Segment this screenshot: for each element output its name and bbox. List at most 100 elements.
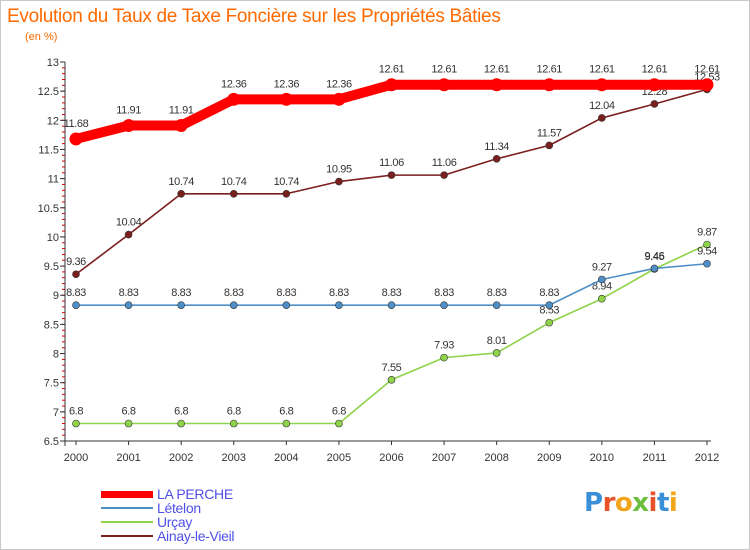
data-point — [385, 78, 398, 92]
data-point — [177, 301, 185, 309]
data-label: 8.83 — [434, 287, 454, 299]
data-label: 9.45 — [645, 251, 665, 263]
y-tick-label: 7 — [53, 407, 59, 419]
x-tick-label: 2009 — [537, 452, 561, 464]
data-point — [595, 78, 609, 92]
data-point — [387, 301, 396, 309]
data-label: 6.8 — [174, 406, 188, 418]
data-point — [440, 171, 448, 179]
legend-label: LA PERCHE — [157, 486, 233, 502]
x-tick-label: 2001 — [116, 452, 140, 464]
y-tick-label: 11 — [48, 174, 59, 186]
data-point — [72, 419, 80, 428]
data-point — [650, 264, 659, 273]
data-label: 10.74 — [221, 176, 247, 188]
x-tick-label: 2008 — [484, 452, 508, 464]
data-label: 8.94 — [592, 281, 612, 293]
logo-letter: r — [602, 488, 616, 518]
data-point — [387, 375, 396, 384]
data-point — [282, 301, 291, 309]
data-label: 8.83 — [539, 287, 559, 299]
data-point — [227, 92, 241, 106]
data-point — [542, 78, 556, 92]
logo-letter: x — [632, 488, 649, 518]
data-label: 11.91 — [169, 105, 194, 117]
data-label: 8.83 — [329, 287, 349, 299]
data-point — [229, 419, 238, 428]
data-point — [124, 419, 133, 428]
data-point — [177, 189, 185, 198]
legend-item-ainay-le-vieil: Ainay-le-Vieil — [101, 528, 235, 544]
data-label: 6.8 — [279, 406, 293, 418]
data-label: 6.8 — [122, 406, 136, 418]
x-tick-label: 2003 — [222, 452, 246, 464]
data-label: 12.61 — [536, 64, 562, 76]
logo-letter: t — [656, 488, 669, 518]
data-point — [229, 189, 238, 198]
proxiti-logo: Proxiti — [584, 488, 678, 518]
series-line-ur-ay — [75, 243, 708, 425]
x-tick-label: 2007 — [432, 452, 456, 464]
data-point — [700, 78, 714, 92]
data-point — [598, 114, 606, 122]
x-tick-label: 2000 — [64, 452, 88, 464]
y-tick-label: 9.5 — [44, 261, 59, 273]
x-tick-label: 2002 — [169, 452, 193, 464]
data-label: 12.61 — [589, 64, 615, 76]
y-tick-label: 12 — [47, 115, 59, 127]
data-label: 9.36 — [66, 256, 86, 268]
legend-item-urcay: Urçay — [101, 514, 234, 530]
legend-swatch — [101, 535, 153, 537]
data-point — [703, 240, 711, 249]
y-tick-label: 8 — [53, 349, 59, 361]
data-label: 12.61 — [694, 64, 720, 76]
data-label: 12.61 — [642, 64, 668, 76]
data-label: 11.91 — [116, 105, 141, 117]
logo-letter: o — [614, 488, 633, 518]
data-label: 12.61 — [431, 64, 457, 76]
x-tick-label: 2006 — [379, 452, 403, 464]
data-label: 12.36 — [221, 78, 247, 90]
data-label: 8.83 — [382, 287, 402, 299]
legend: LA PERCHE Lételon Urçay Ainay-le-Vieil — [101, 486, 235, 544]
legend-item-la-perche: LA PERCHE — [101, 486, 234, 502]
data-point — [440, 353, 448, 362]
data-point — [647, 78, 661, 92]
legend-label: Urçay — [157, 514, 193, 530]
data-point — [492, 349, 501, 357]
chart-title: Evolution du Taux de Taxe Foncière sur l… — [7, 6, 501, 27]
data-point — [335, 177, 343, 186]
data-point — [177, 419, 185, 428]
data-point — [598, 275, 606, 284]
data-point — [282, 189, 291, 198]
x-tick-label: 2010 — [590, 452, 614, 464]
data-label: 12.61 — [379, 64, 405, 76]
data-point — [440, 301, 448, 309]
data-label: 9.87 — [697, 227, 717, 239]
y-tick-label: 8.5 — [44, 319, 59, 331]
legend-swatch — [101, 490, 153, 498]
data-point — [279, 92, 293, 106]
x-tick-label: 2011 — [643, 452, 667, 464]
data-point — [545, 318, 554, 327]
data-label: 9.54 — [697, 246, 717, 258]
x-tick-label: 2012 — [695, 452, 719, 464]
data-label: 11.68 — [64, 118, 89, 130]
data-label: 10.95 — [326, 164, 352, 176]
data-label: 8.83 — [276, 287, 296, 299]
data-label: 7.55 — [382, 362, 402, 374]
y-tick-label: 9 — [53, 290, 59, 302]
data-point — [72, 270, 80, 279]
data-point — [124, 301, 133, 309]
legend-swatch — [101, 507, 153, 509]
data-label: 11.06 — [432, 157, 457, 169]
x-tick-label: 2004 — [274, 452, 298, 464]
y-tick-label: 10 — [47, 232, 59, 244]
data-point — [598, 294, 606, 303]
data-point — [335, 301, 343, 309]
logo-letter: P — [584, 488, 603, 518]
x-tick-label: 2005 — [327, 452, 351, 464]
data-label: 12.36 — [274, 78, 300, 90]
